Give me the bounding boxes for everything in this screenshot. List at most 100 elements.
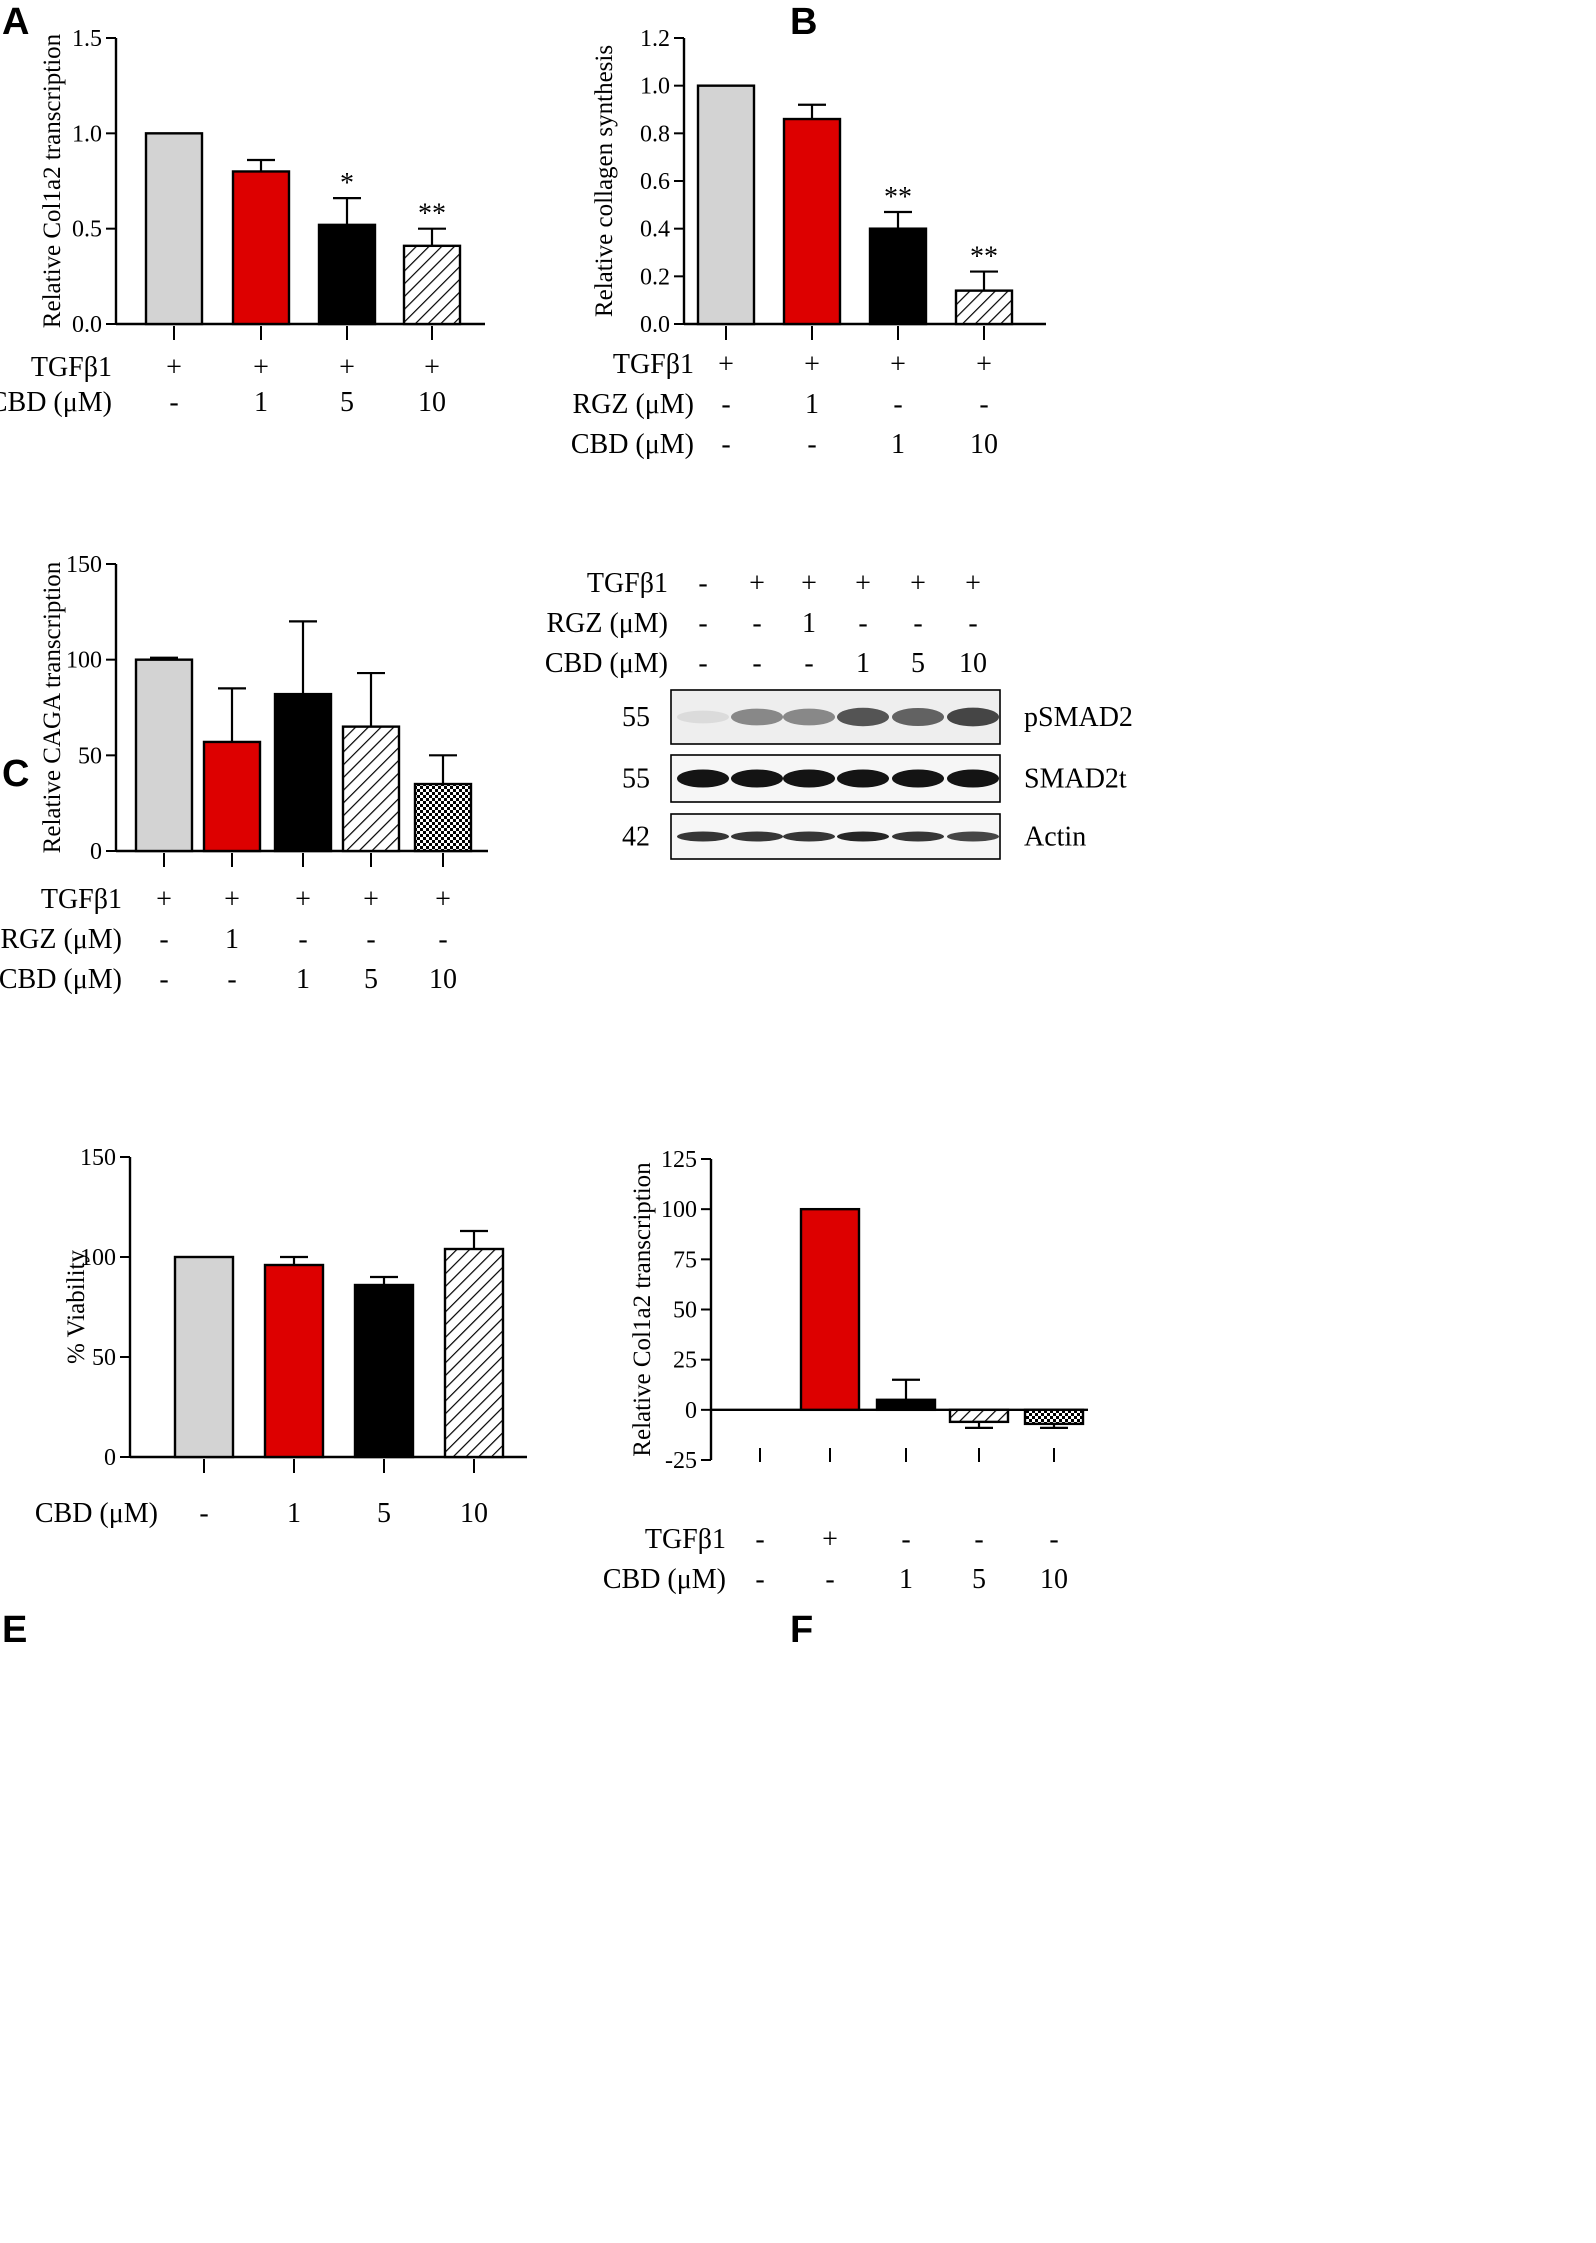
blot-condition-value: -: [804, 648, 813, 679]
bar: [273, 692, 333, 853]
condition-value: -: [974, 1524, 983, 1555]
blot-condition-value: +: [855, 568, 871, 599]
condition-value: -: [755, 1524, 764, 1555]
y-tick-label: 25: [673, 1348, 697, 1374]
blot-condition-label: RGZ (μM): [546, 608, 668, 639]
condition-value: -: [755, 1564, 764, 1595]
y-tick-label: 0.0: [72, 312, 102, 338]
condition-value: 1: [805, 389, 819, 420]
y-tick-label: 50: [78, 743, 102, 769]
bar: [443, 1247, 505, 1459]
bar: [317, 223, 377, 326]
condition-value: +: [435, 884, 451, 915]
blot-band: [677, 831, 729, 842]
blot-band: [783, 708, 835, 726]
condition-value: +: [224, 884, 240, 915]
y-tick-label: 50: [673, 1298, 697, 1324]
blot-band: [947, 831, 999, 842]
y-tick-label: 50: [92, 1345, 116, 1371]
blot-condition-label: CBD (μM): [545, 648, 668, 679]
blot-band-label: pSMAD2: [1024, 702, 1133, 733]
blot-condition-value: -: [698, 648, 707, 679]
condition-value: +: [718, 349, 734, 380]
bar: [868, 227, 928, 326]
blot-band: [677, 710, 729, 724]
y-tick-label: 150: [80, 1145, 116, 1171]
significance-marker: **: [970, 242, 998, 273]
condition-value: -: [807, 429, 816, 460]
y-tick-label: 100: [66, 648, 102, 674]
y-axis-title: Relative Col1a2 transcription: [629, 1162, 656, 1457]
condition-value: -: [825, 1564, 834, 1595]
blot-condition-value: +: [910, 568, 926, 599]
condition-label: CBD (μM): [0, 964, 122, 995]
bar: [875, 1398, 937, 1412]
condition-label: RGZ (μM): [0, 924, 122, 955]
blot-band: [731, 831, 783, 842]
chart-b: 0.0 0.2 0.4 0.6 0.8 1.0 1.2 Relative collagen s…: [571, 26, 1046, 460]
blot-condition-value: -: [752, 648, 761, 679]
y-tick-label: 1.2: [640, 26, 670, 52]
bar: [1023, 1408, 1085, 1426]
bar: [341, 725, 401, 853]
bar: [202, 740, 262, 853]
blot-mw-label: 55: [622, 764, 650, 795]
y-tick-label: 75: [673, 1247, 697, 1273]
bar: [696, 84, 756, 326]
bar: [799, 1207, 861, 1412]
condition-value: -: [721, 429, 730, 460]
condition-label: CBD (μM): [0, 387, 112, 418]
condition-value: -: [159, 964, 168, 995]
blot-band: [837, 707, 889, 727]
y-axis-title: % Viability: [63, 1250, 90, 1365]
bar: [782, 117, 842, 326]
condition-value: 10: [460, 1498, 488, 1529]
y-tick-label: 100: [661, 1197, 697, 1223]
condition-value: 5: [364, 964, 378, 995]
blot-band: [892, 708, 944, 726]
blot-band: [892, 831, 944, 842]
condition-value: +: [822, 1524, 838, 1555]
y-tick-label: 0.5: [72, 217, 102, 243]
blot-mw-label: 55: [622, 702, 650, 733]
condition-value: -: [298, 924, 307, 955]
blot-condition-value: +: [965, 568, 981, 599]
blot-band: [783, 769, 835, 788]
condition-value: +: [424, 352, 440, 383]
panel-letter-c: C: [2, 753, 29, 795]
condition-value: +: [804, 349, 820, 380]
bar: [231, 170, 291, 326]
condition-label: TGFβ1: [41, 884, 122, 915]
y-tick-label: 1.0: [640, 74, 670, 100]
blot-band-label: Actin: [1024, 822, 1086, 853]
condition-label: TGFβ1: [31, 352, 112, 383]
condition-label: RGZ (μM): [572, 389, 694, 420]
condition-value: 1: [254, 387, 268, 418]
y-tick-label: 100: [80, 1245, 116, 1271]
condition-value: 10: [970, 429, 998, 460]
bar: [954, 289, 1014, 326]
condition-value: -: [893, 389, 902, 420]
condition-value: 1: [296, 964, 310, 995]
condition-value: -: [159, 924, 168, 955]
blot-strip: [670, 689, 1001, 745]
y-tick-label: 0: [104, 1445, 116, 1471]
y-tick-label: -25: [665, 1448, 697, 1474]
panel-letter-f: F: [790, 1609, 813, 1651]
blot-condition-value: -: [698, 568, 707, 599]
blot-condition-value: 1: [856, 648, 870, 679]
condition-value: 5: [972, 1564, 986, 1595]
condition-value: 1: [891, 429, 905, 460]
y-tick-label: 0.6: [640, 169, 670, 195]
condition-label: TGFβ1: [645, 1524, 726, 1555]
condition-value: -: [227, 964, 236, 995]
y-tick-label: 1.5: [72, 26, 102, 52]
condition-value: 5: [340, 387, 354, 418]
condition-value: 5: [377, 1498, 391, 1529]
significance-marker: **: [418, 199, 446, 230]
blot-condition-value: -: [968, 608, 977, 639]
panel-letter-b: B: [790, 1, 817, 43]
bar: [413, 782, 473, 853]
